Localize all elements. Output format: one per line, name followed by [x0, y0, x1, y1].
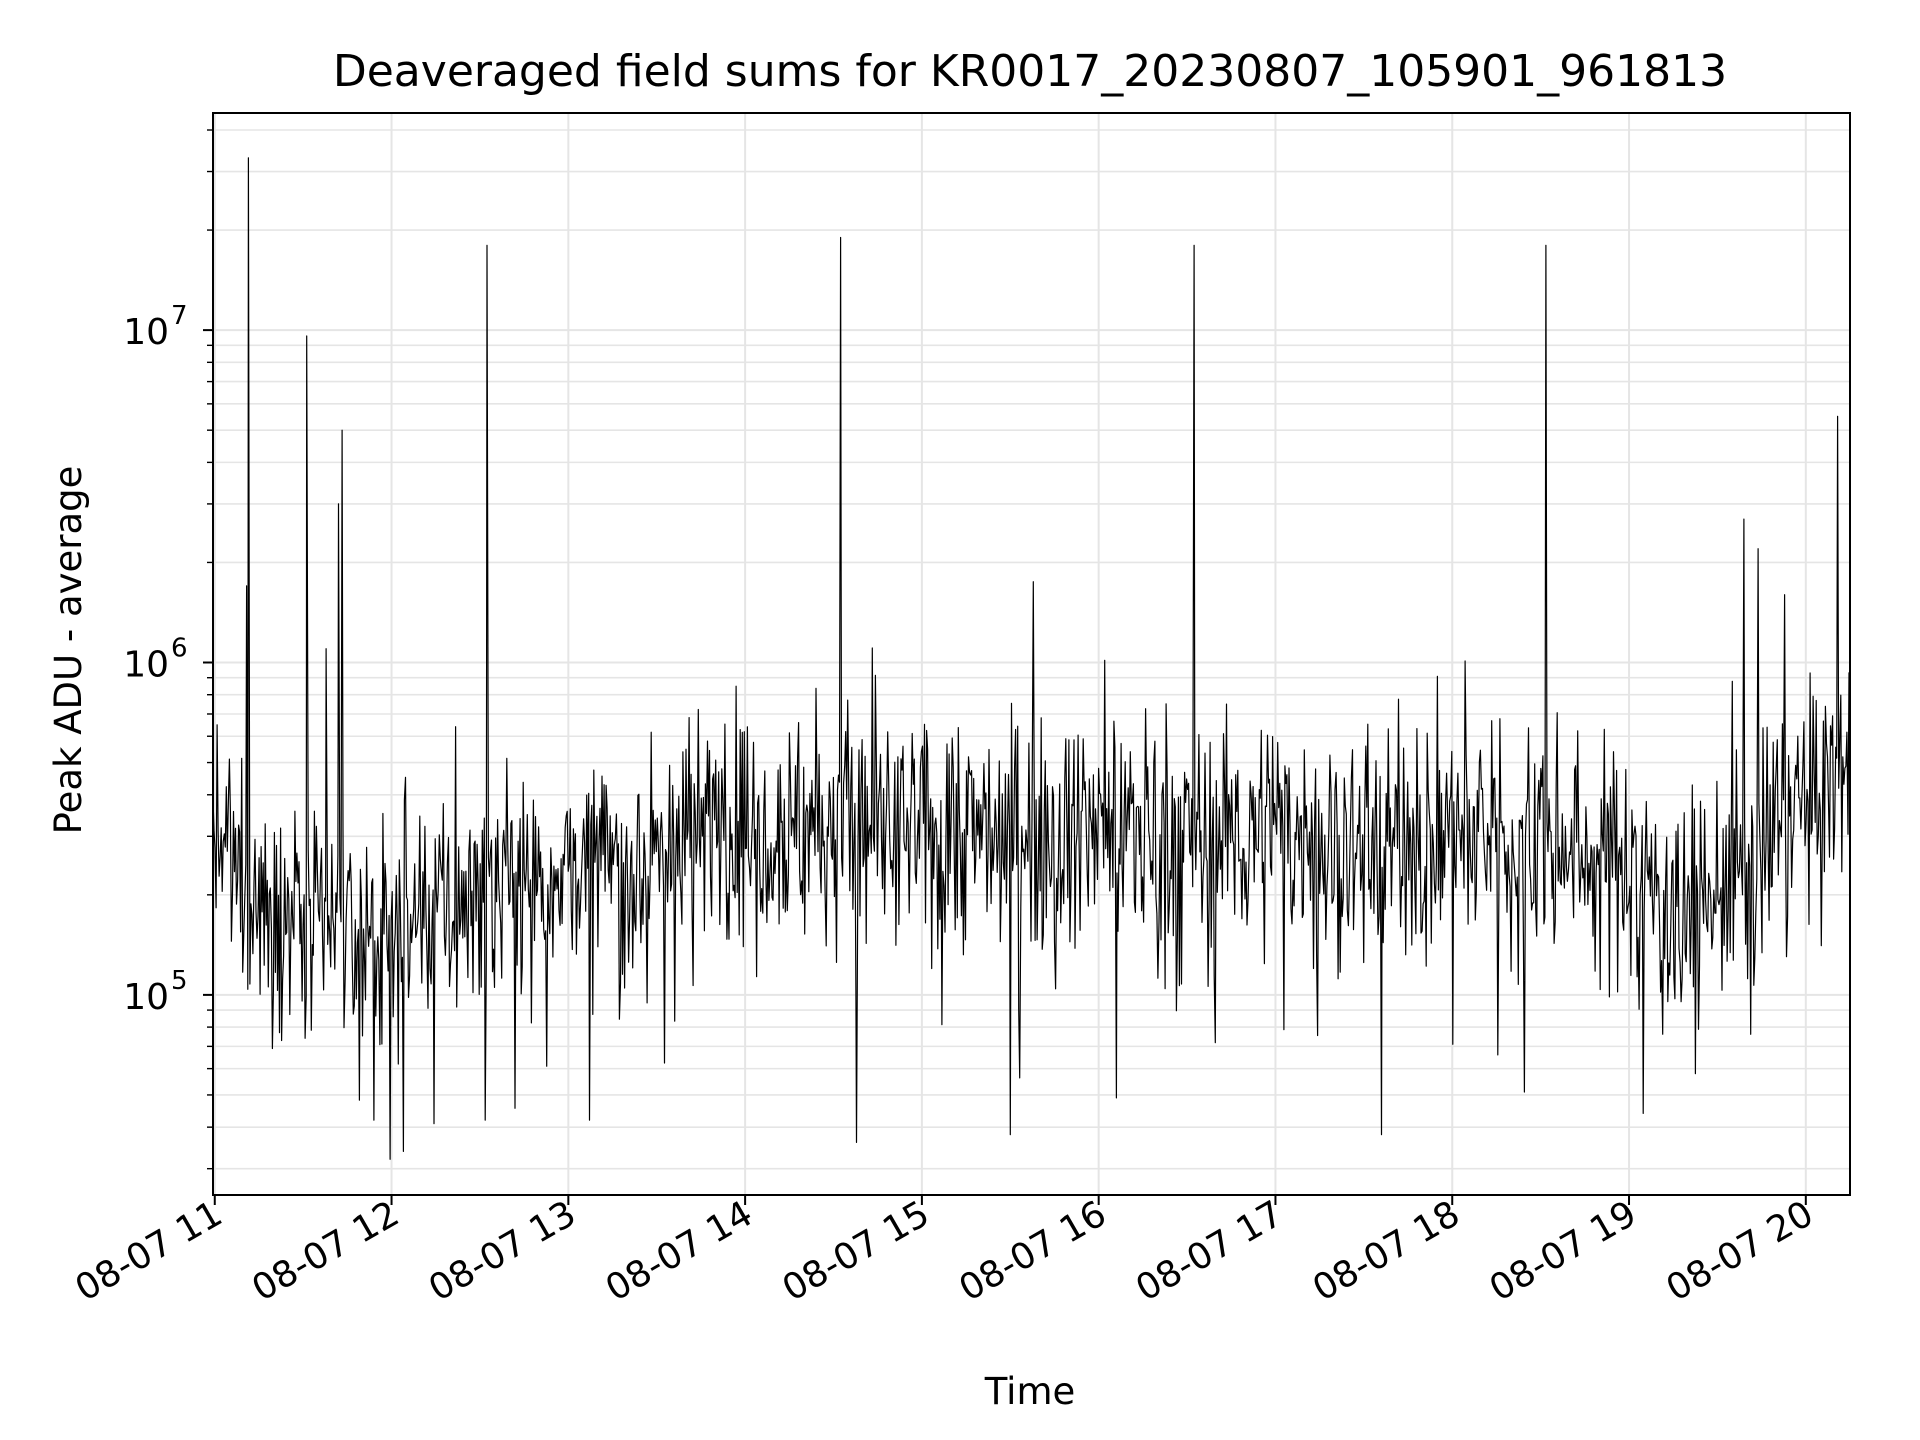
- series-line: [212, 157, 1851, 1160]
- series-path: [212, 157, 1851, 1160]
- y-tick-label-exponent: 5: [171, 966, 188, 996]
- y-tick-label: 10: [123, 312, 169, 353]
- y-axis-label: Peak ADU - average: [47, 466, 90, 835]
- y-tick-label: 10: [123, 645, 169, 686]
- x-axis-label: Time: [984, 1370, 1076, 1413]
- chart-title: Deaveraged field sums for KR0017_2023080…: [333, 46, 1727, 97]
- y-tick-label: 10: [123, 977, 169, 1018]
- y-tick-label-exponent: 6: [171, 634, 188, 664]
- plot-frame: [212, 112, 1851, 1196]
- y-tick-label-exponent: 7: [171, 301, 188, 331]
